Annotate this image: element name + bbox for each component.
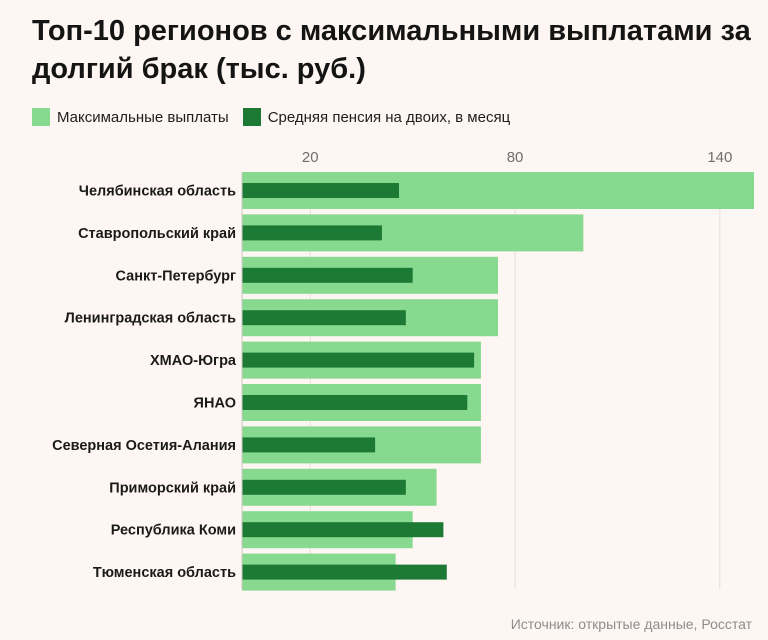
category-label: Санкт-Петербург (115, 268, 236, 284)
bar-avg-pension (242, 479, 406, 495)
category-label: Республика Коми (111, 523, 236, 539)
category-label: Приморский край (109, 480, 236, 496)
category-label: Ленинградская область (65, 311, 236, 327)
bar-avg-pension (242, 437, 376, 453)
category-label: Челябинская область (79, 184, 236, 200)
bar-avg-pension (242, 352, 475, 368)
x-tick-label: 80 (507, 149, 524, 166)
category-label: Ставропольский край (78, 226, 236, 242)
bar-avg-pension (242, 310, 406, 326)
category-label: Северная Осетия-Алания (52, 438, 236, 454)
x-tick-label: 20 (302, 149, 319, 166)
bar-avg-pension (242, 267, 413, 283)
category-label: ЯНАО (194, 396, 236, 412)
category-label: Тюменская область (93, 565, 236, 581)
chart-title: Топ-10 регионов с максимальными выплатам… (32, 15, 751, 85)
legend-item-avg-pension: Средняя пенсия на двоих, в месяц (242, 108, 511, 126)
legend: Максимальные выплаты Средняя пенсия на д… (32, 106, 524, 128)
legend-label-avg-pension: Средняя пенсия на двоих, в месяц (267, 108, 511, 126)
bar-avg-pension (242, 225, 382, 241)
bar-avg-pension (242, 522, 444, 538)
legend-swatch-max-payments (32, 108, 50, 126)
legend-label-max-payments: Максимальные выплаты (57, 108, 229, 126)
bar-avg-pension (242, 183, 400, 198)
bar-avg-pension (242, 564, 447, 580)
x-tick-label: 140 (707, 149, 732, 166)
category-label: ХМАО-Югра (150, 353, 237, 369)
bar-avg-pension (242, 395, 468, 410)
legend-item-max-payments: Максимальные выплаты (32, 108, 229, 126)
source-note: Источник: открытые данные, Росстат (510, 616, 752, 632)
legend-swatch-avg-pension (242, 108, 261, 126)
